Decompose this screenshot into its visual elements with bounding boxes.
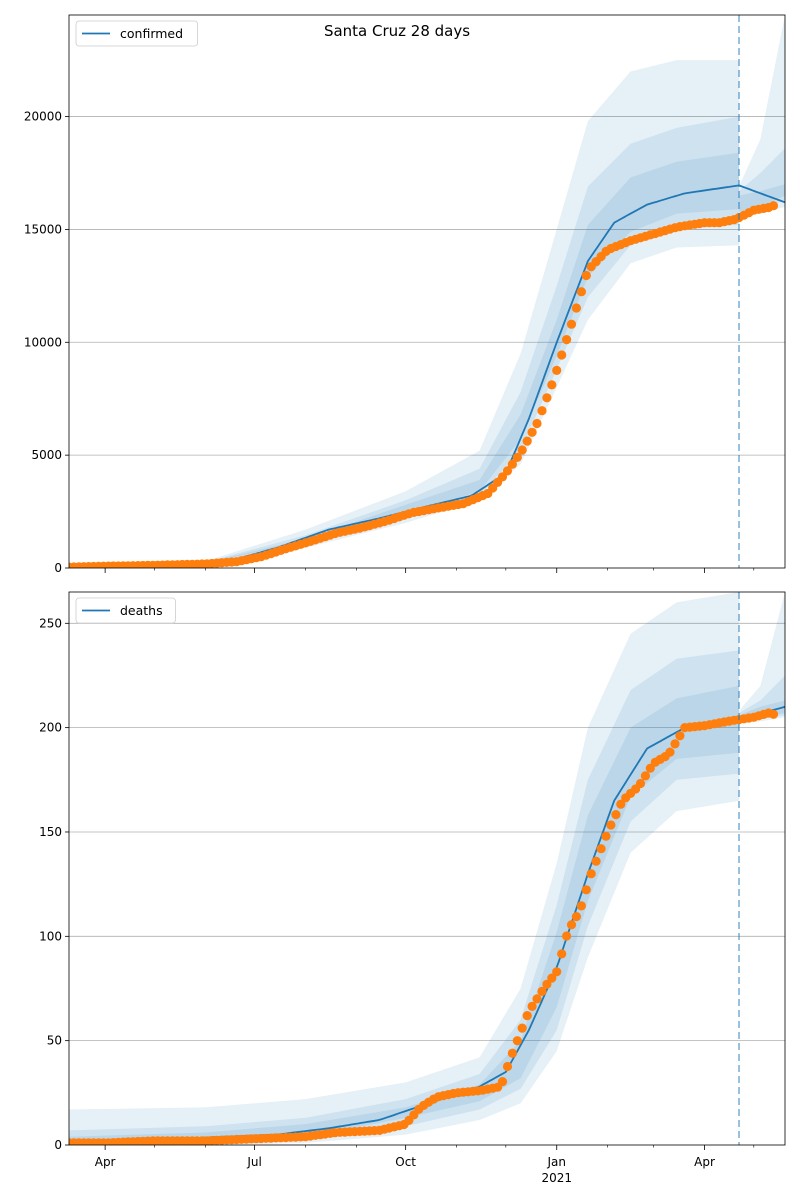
observed-point bbox=[606, 820, 616, 830]
x-tick-label: Apr bbox=[694, 1155, 715, 1169]
observed-point bbox=[768, 201, 779, 211]
confirmed-panel: 0 5000 10000 15000 20000 confirmed bbox=[24, 14, 786, 575]
observed-point bbox=[552, 967, 562, 977]
observed-point bbox=[562, 335, 572, 345]
y-tick-label: 50 bbox=[47, 1034, 62, 1048]
x-tick-year-label: 2021 bbox=[541, 1171, 572, 1185]
plot-area bbox=[69, 592, 785, 1145]
observed-point bbox=[571, 303, 582, 313]
forecast-band bbox=[739, 15, 785, 216]
observed-point bbox=[640, 771, 651, 781]
observed-point bbox=[576, 901, 587, 911]
observed-point bbox=[576, 287, 587, 297]
observed-point bbox=[601, 831, 611, 841]
observed-point bbox=[562, 931, 572, 941]
uncertainty-band bbox=[69, 685, 739, 1145]
axes-frame bbox=[68, 591, 786, 1146]
y-tick-label: 0 bbox=[54, 561, 62, 575]
observed-point bbox=[537, 986, 547, 997]
observed-point bbox=[571, 912, 582, 922]
observed-point bbox=[507, 459, 517, 469]
observed-point bbox=[557, 350, 567, 360]
uncertainty-band bbox=[69, 650, 739, 1145]
observed-point bbox=[502, 466, 513, 476]
observed-point bbox=[675, 731, 685, 741]
legend-box bbox=[75, 20, 198, 47]
legend: confirmed bbox=[75, 20, 198, 47]
x-tick-label: Jan bbox=[546, 1155, 566, 1169]
observed-point bbox=[591, 856, 601, 866]
uncertainty-band bbox=[69, 152, 739, 568]
observed-point bbox=[552, 365, 562, 375]
x-tick-label: Oct bbox=[395, 1155, 416, 1169]
observed-point bbox=[512, 452, 522, 462]
y-tick-label: 20000 bbox=[24, 110, 62, 124]
observed-point bbox=[507, 1048, 517, 1058]
observed-point bbox=[635, 778, 646, 789]
plot-area bbox=[69, 15, 785, 568]
observed-point bbox=[537, 406, 547, 416]
observed-point bbox=[581, 270, 591, 281]
forecast-band bbox=[739, 184, 785, 212]
observed-point bbox=[522, 1011, 532, 1021]
legend-box bbox=[75, 597, 176, 624]
y-tick-label: 150 bbox=[39, 825, 62, 839]
legend-label: confirmed bbox=[120, 26, 183, 41]
y-tick-label: 15000 bbox=[24, 222, 62, 236]
observed-point bbox=[586, 869, 596, 879]
y-tick-label: 100 bbox=[39, 929, 62, 943]
observed-point bbox=[616, 799, 626, 809]
observed-point bbox=[665, 747, 675, 757]
observed-point bbox=[547, 973, 557, 983]
observed-point bbox=[611, 810, 621, 820]
observed-point bbox=[517, 1023, 527, 1033]
observed-point bbox=[532, 418, 542, 429]
observed-point bbox=[581, 885, 591, 895]
uncertainty-band bbox=[69, 116, 739, 568]
observed-point bbox=[517, 445, 527, 455]
observed-point bbox=[512, 1036, 522, 1046]
observed-point bbox=[527, 1001, 537, 1012]
observed-point bbox=[522, 436, 532, 446]
observed-point bbox=[670, 739, 680, 749]
legend: deaths bbox=[75, 597, 176, 624]
y-tick-label: 200 bbox=[39, 721, 62, 735]
observed-point bbox=[527, 427, 537, 437]
y-tick-label: 0 bbox=[54, 1138, 62, 1152]
y-tick-label: 250 bbox=[39, 616, 62, 630]
observed-point bbox=[532, 994, 542, 1004]
observed-point bbox=[566, 920, 577, 930]
legend-label: deaths bbox=[120, 603, 163, 618]
y-tick-label: 5000 bbox=[31, 448, 62, 462]
forecast-band bbox=[739, 592, 785, 724]
observed-point bbox=[497, 1077, 508, 1087]
uncertainty-band bbox=[69, 60, 739, 568]
observed-point bbox=[547, 380, 557, 390]
observed-point bbox=[596, 844, 606, 854]
observed-point bbox=[566, 319, 577, 329]
observed-point bbox=[768, 709, 779, 719]
deaths-panel: 0 50 100 150 200 250 deaths bbox=[39, 591, 786, 1152]
x-tick-label: Apr bbox=[95, 1155, 116, 1169]
observed-point bbox=[557, 949, 567, 959]
x-tick-label: Jul bbox=[246, 1155, 261, 1169]
axes-frame bbox=[68, 14, 786, 569]
observed-point bbox=[502, 1061, 513, 1072]
figure-title: Santa Cruz 28 days bbox=[324, 22, 470, 40]
y-tick-label: 10000 bbox=[24, 335, 62, 349]
observed-point bbox=[542, 393, 552, 403]
observed-point bbox=[542, 979, 552, 989]
uncertainty-band bbox=[69, 592, 739, 1145]
